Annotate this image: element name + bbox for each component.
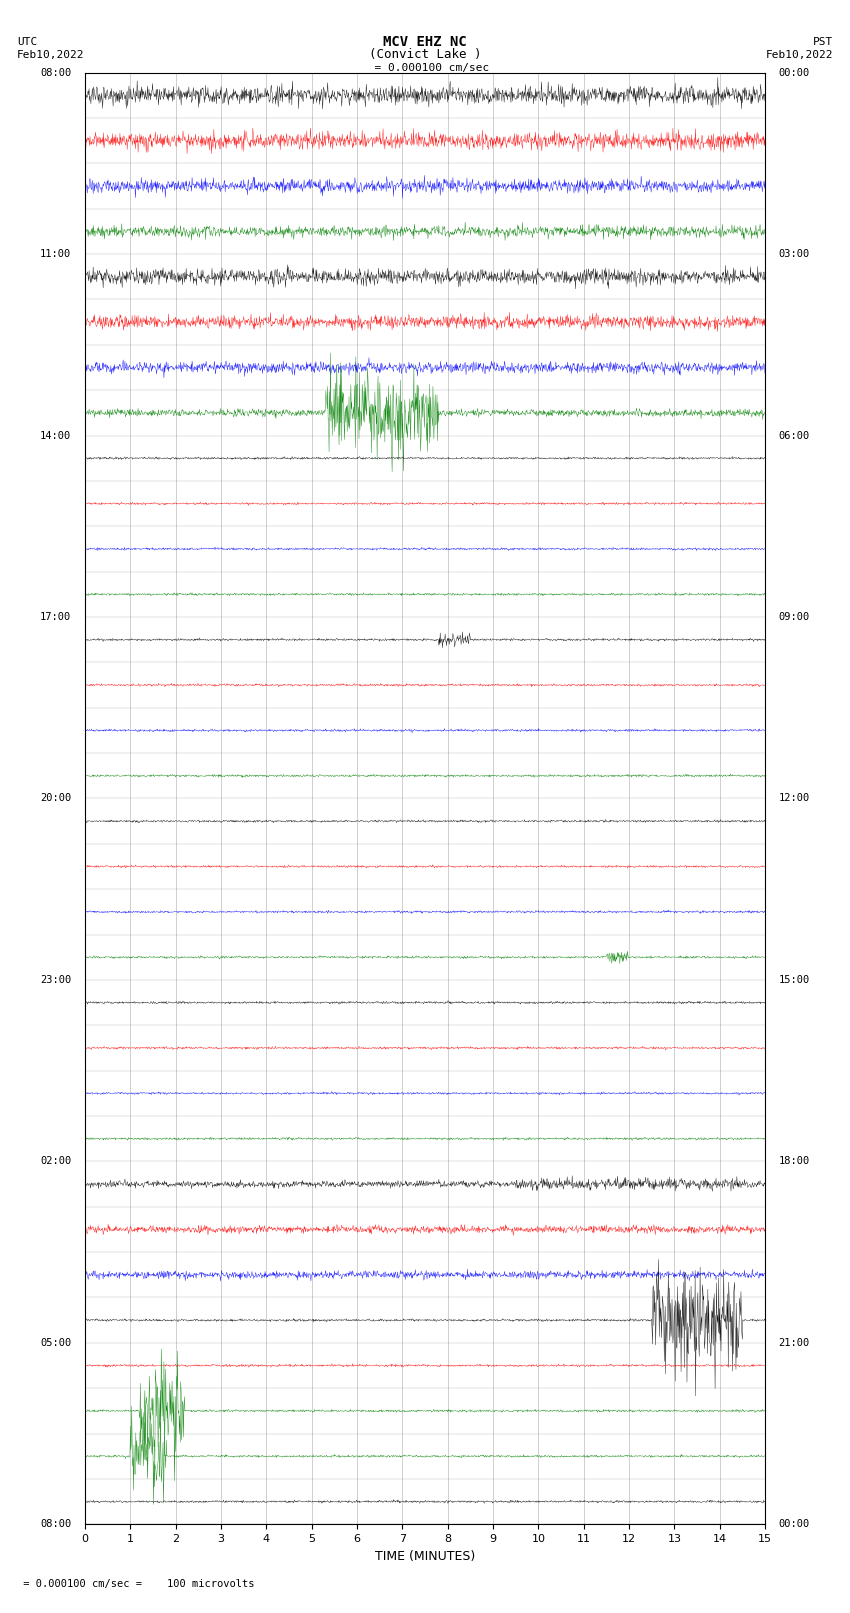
Text: = 0.000100 cm/sec =    100 microvolts: = 0.000100 cm/sec = 100 microvolts xyxy=(17,1579,254,1589)
Text: 23:00: 23:00 xyxy=(40,974,71,986)
Text: 08:00: 08:00 xyxy=(40,68,71,77)
Text: UTC: UTC xyxy=(17,37,37,47)
Text: 21:00: 21:00 xyxy=(779,1337,810,1348)
Text: 12:00: 12:00 xyxy=(779,794,810,803)
Text: 02:00: 02:00 xyxy=(40,1157,71,1166)
Text: 03:00: 03:00 xyxy=(779,248,810,260)
Text: 20:00: 20:00 xyxy=(40,794,71,803)
Text: 18:00: 18:00 xyxy=(779,1157,810,1166)
Text: 06:00: 06:00 xyxy=(779,431,810,440)
Text: 17:00: 17:00 xyxy=(40,611,71,623)
Text: 15:00: 15:00 xyxy=(779,974,810,986)
Text: Feb10,2022: Feb10,2022 xyxy=(17,50,84,60)
Text: MCV EHZ NC: MCV EHZ NC xyxy=(383,35,467,48)
X-axis label: TIME (MINUTES): TIME (MINUTES) xyxy=(375,1550,475,1563)
Text: 05:00: 05:00 xyxy=(40,1337,71,1348)
Text: (Convict Lake ): (Convict Lake ) xyxy=(369,48,481,61)
Text: 00:00: 00:00 xyxy=(779,68,810,77)
Text: 11:00: 11:00 xyxy=(40,248,71,260)
Text: 14:00: 14:00 xyxy=(40,431,71,440)
Text: Feb10,2022: Feb10,2022 xyxy=(766,50,833,60)
Text: 00:00: 00:00 xyxy=(779,1519,810,1529)
Text: 09:00: 09:00 xyxy=(779,611,810,623)
Text: 08:00: 08:00 xyxy=(40,1519,71,1529)
Text: = 0.000100 cm/sec: = 0.000100 cm/sec xyxy=(361,63,489,73)
Text: PST: PST xyxy=(813,37,833,47)
